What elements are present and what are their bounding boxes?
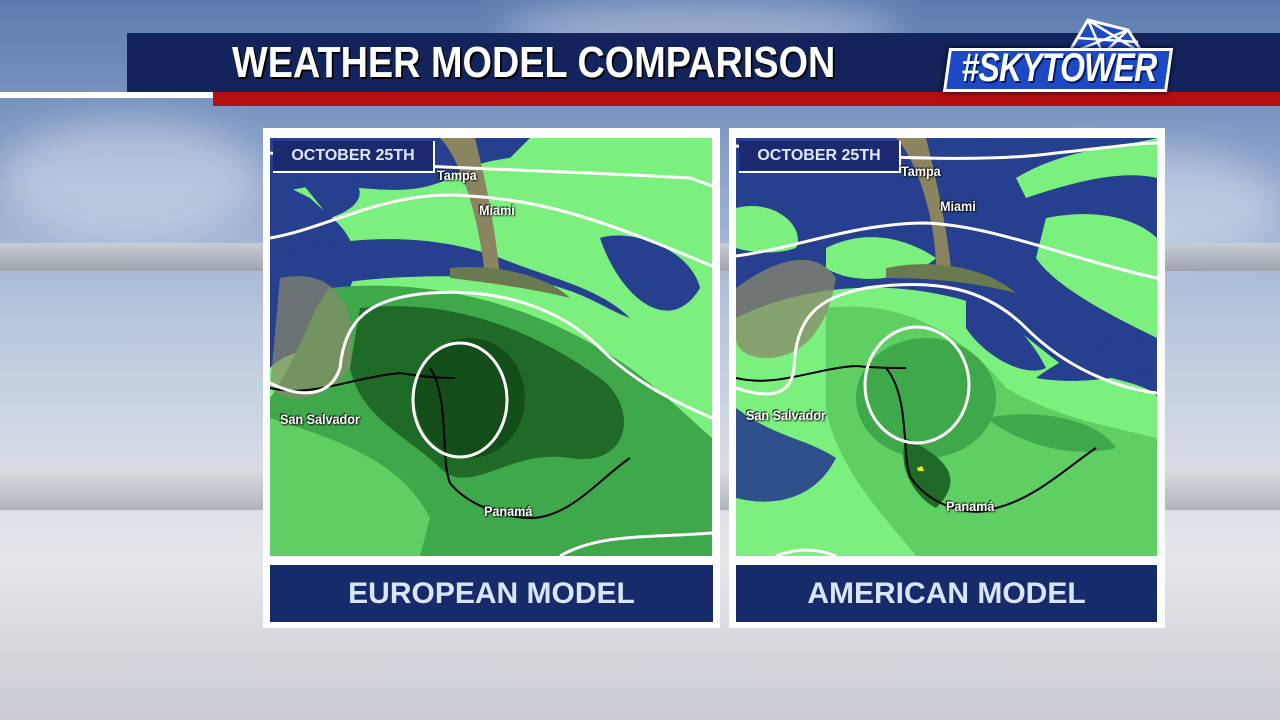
model-label: AMERICAN MODEL [736,565,1157,622]
red-accent-bar [213,92,1280,106]
model-label: EUROPEAN MODEL [270,565,713,622]
white-accent-bar [0,92,213,98]
precip-map [736,138,1157,556]
european-model-map: OCTOBER 25TH Tampa Miami San Salvador Pa… [270,138,712,556]
city-label-panama: Panamá [946,498,995,514]
european-model-panel: OCTOBER 25TH Tampa Miami San Salvador Pa… [263,128,720,628]
american-model-map: OCTOBER 25TH Tampa Miami San Salvador Pa… [736,138,1157,556]
background-cloud [0,120,260,240]
city-label-san-salvador: San Salvador [280,411,360,427]
american-model-panel: OCTOBER 25TH Tampa Miami San Salvador Pa… [729,128,1165,628]
precip-map [270,138,712,556]
city-label-miami: Miami [479,202,515,218]
page-title: WEATHER MODEL COMPARISON [232,38,836,87]
date-badge: OCTOBER 25TH [739,141,901,173]
date-badge: OCTOBER 25TH [273,141,435,173]
skytower-logo: #SKYTOWER [938,18,1174,96]
city-label-tampa: Tampa [901,163,941,179]
city-label-panama: Panamá [484,503,533,519]
city-label-san-salvador: San Salvador [746,407,826,423]
city-label-miami: Miami [940,198,976,214]
city-label-tampa: Tampa [437,167,477,183]
